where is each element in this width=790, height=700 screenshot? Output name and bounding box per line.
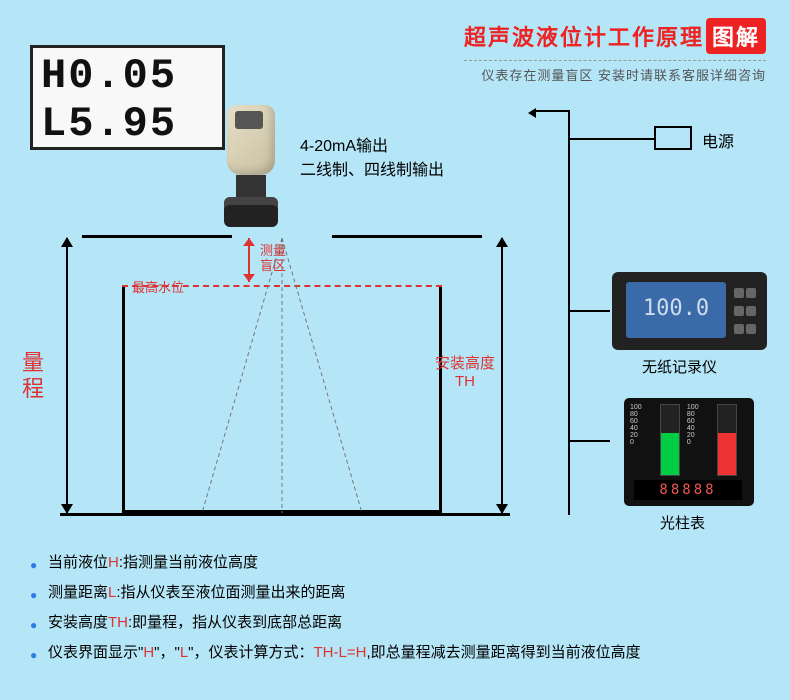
subtitle: 仪表存在测量盲区 安装时请联系客服详细咨询 <box>464 60 766 84</box>
bar-digits: 88888 <box>634 480 742 500</box>
header: 超声波液位计工作原理图解 仪表存在测量盲区 安装时请联系客服详细咨询 <box>464 18 766 84</box>
install-height-arrow <box>495 238 509 513</box>
wire <box>532 110 570 112</box>
wire <box>568 110 570 515</box>
arrow-up-icon <box>243 238 255 246</box>
ground-line <box>60 513 510 516</box>
tank-diagram: 最高水位 测量 盲区 <box>82 235 482 515</box>
legend-item: 当前液位H:指测量当前液位高度 <box>30 548 641 578</box>
tank-vessel <box>122 285 442 513</box>
title-prefix: 超声波液位计工作原理 <box>464 25 704 50</box>
barmeter-label: 光柱表 <box>660 512 705 533</box>
sensor-neck <box>236 175 266 197</box>
blind-zone-arrow <box>242 238 256 282</box>
legend-item: 安装高度TH:即量程，指从仪表到底部总距离 <box>30 608 641 638</box>
tank-top-left <box>82 235 232 238</box>
max-level-label: 最高水位 <box>132 277 184 296</box>
arrow-up-icon <box>61 237 73 247</box>
bar-green <box>660 404 680 476</box>
power-label: 电源 <box>702 128 734 152</box>
wire <box>568 310 610 312</box>
legend-item: 测量距离L:指从仪表至液位面测量出来的距离 <box>30 578 641 608</box>
sensor-body <box>227 105 275 175</box>
recorder-screen: 100.0 <box>626 282 726 338</box>
title-box: 图解 <box>706 18 766 54</box>
paperless-recorder: 100.0 <box>612 272 767 350</box>
bar-meter: 100806040200 100806040200 88888 <box>624 398 754 506</box>
output-line2: 二线制、四线制输出 <box>300 159 444 183</box>
output-line1: 4-20mA输出 <box>300 135 444 159</box>
sensor-mini-screen <box>235 111 263 129</box>
blind-zone-label: 测量 盲区 <box>260 243 286 273</box>
arrow-down-icon <box>243 274 255 282</box>
bar-scale: 100806040200 <box>630 404 654 476</box>
recorder-label: 无纸记录仪 <box>642 356 717 377</box>
lcd-line2: L5.95 <box>41 100 214 148</box>
legend: 当前液位H:指测量当前液位高度 测量距离L:指从仪表至液位面测量出来的距离 安装… <box>30 548 641 668</box>
power-box <box>654 126 692 150</box>
install-height-label: 安装高度 TH <box>435 355 495 391</box>
legend-item: 仪表界面显示"H"，"L"，仪表计算方式：TH-L=H,即总量程减去测量距离得到… <box>30 638 641 668</box>
lcd-line1: H0.05 <box>41 52 214 100</box>
bar-scale: 100806040200 <box>687 404 711 476</box>
title: 超声波液位计工作原理图解 <box>464 18 766 54</box>
wire <box>568 138 654 140</box>
ultrasonic-sensor <box>215 105 280 235</box>
bar-red <box>717 404 737 476</box>
range-arrow <box>60 238 74 513</box>
tank-top-right <box>332 235 482 238</box>
arrow-left-icon <box>528 108 536 118</box>
range-label: 量 程 <box>22 350 44 402</box>
lcd-display: H0.05 L5.95 <box>30 45 225 150</box>
wire <box>568 440 610 442</box>
output-text: 4-20mA输出 二线制、四线制输出 <box>300 135 444 183</box>
sensor-transducer <box>224 197 278 227</box>
recorder-buttons <box>733 286 759 340</box>
arrow-up-icon <box>496 237 508 247</box>
